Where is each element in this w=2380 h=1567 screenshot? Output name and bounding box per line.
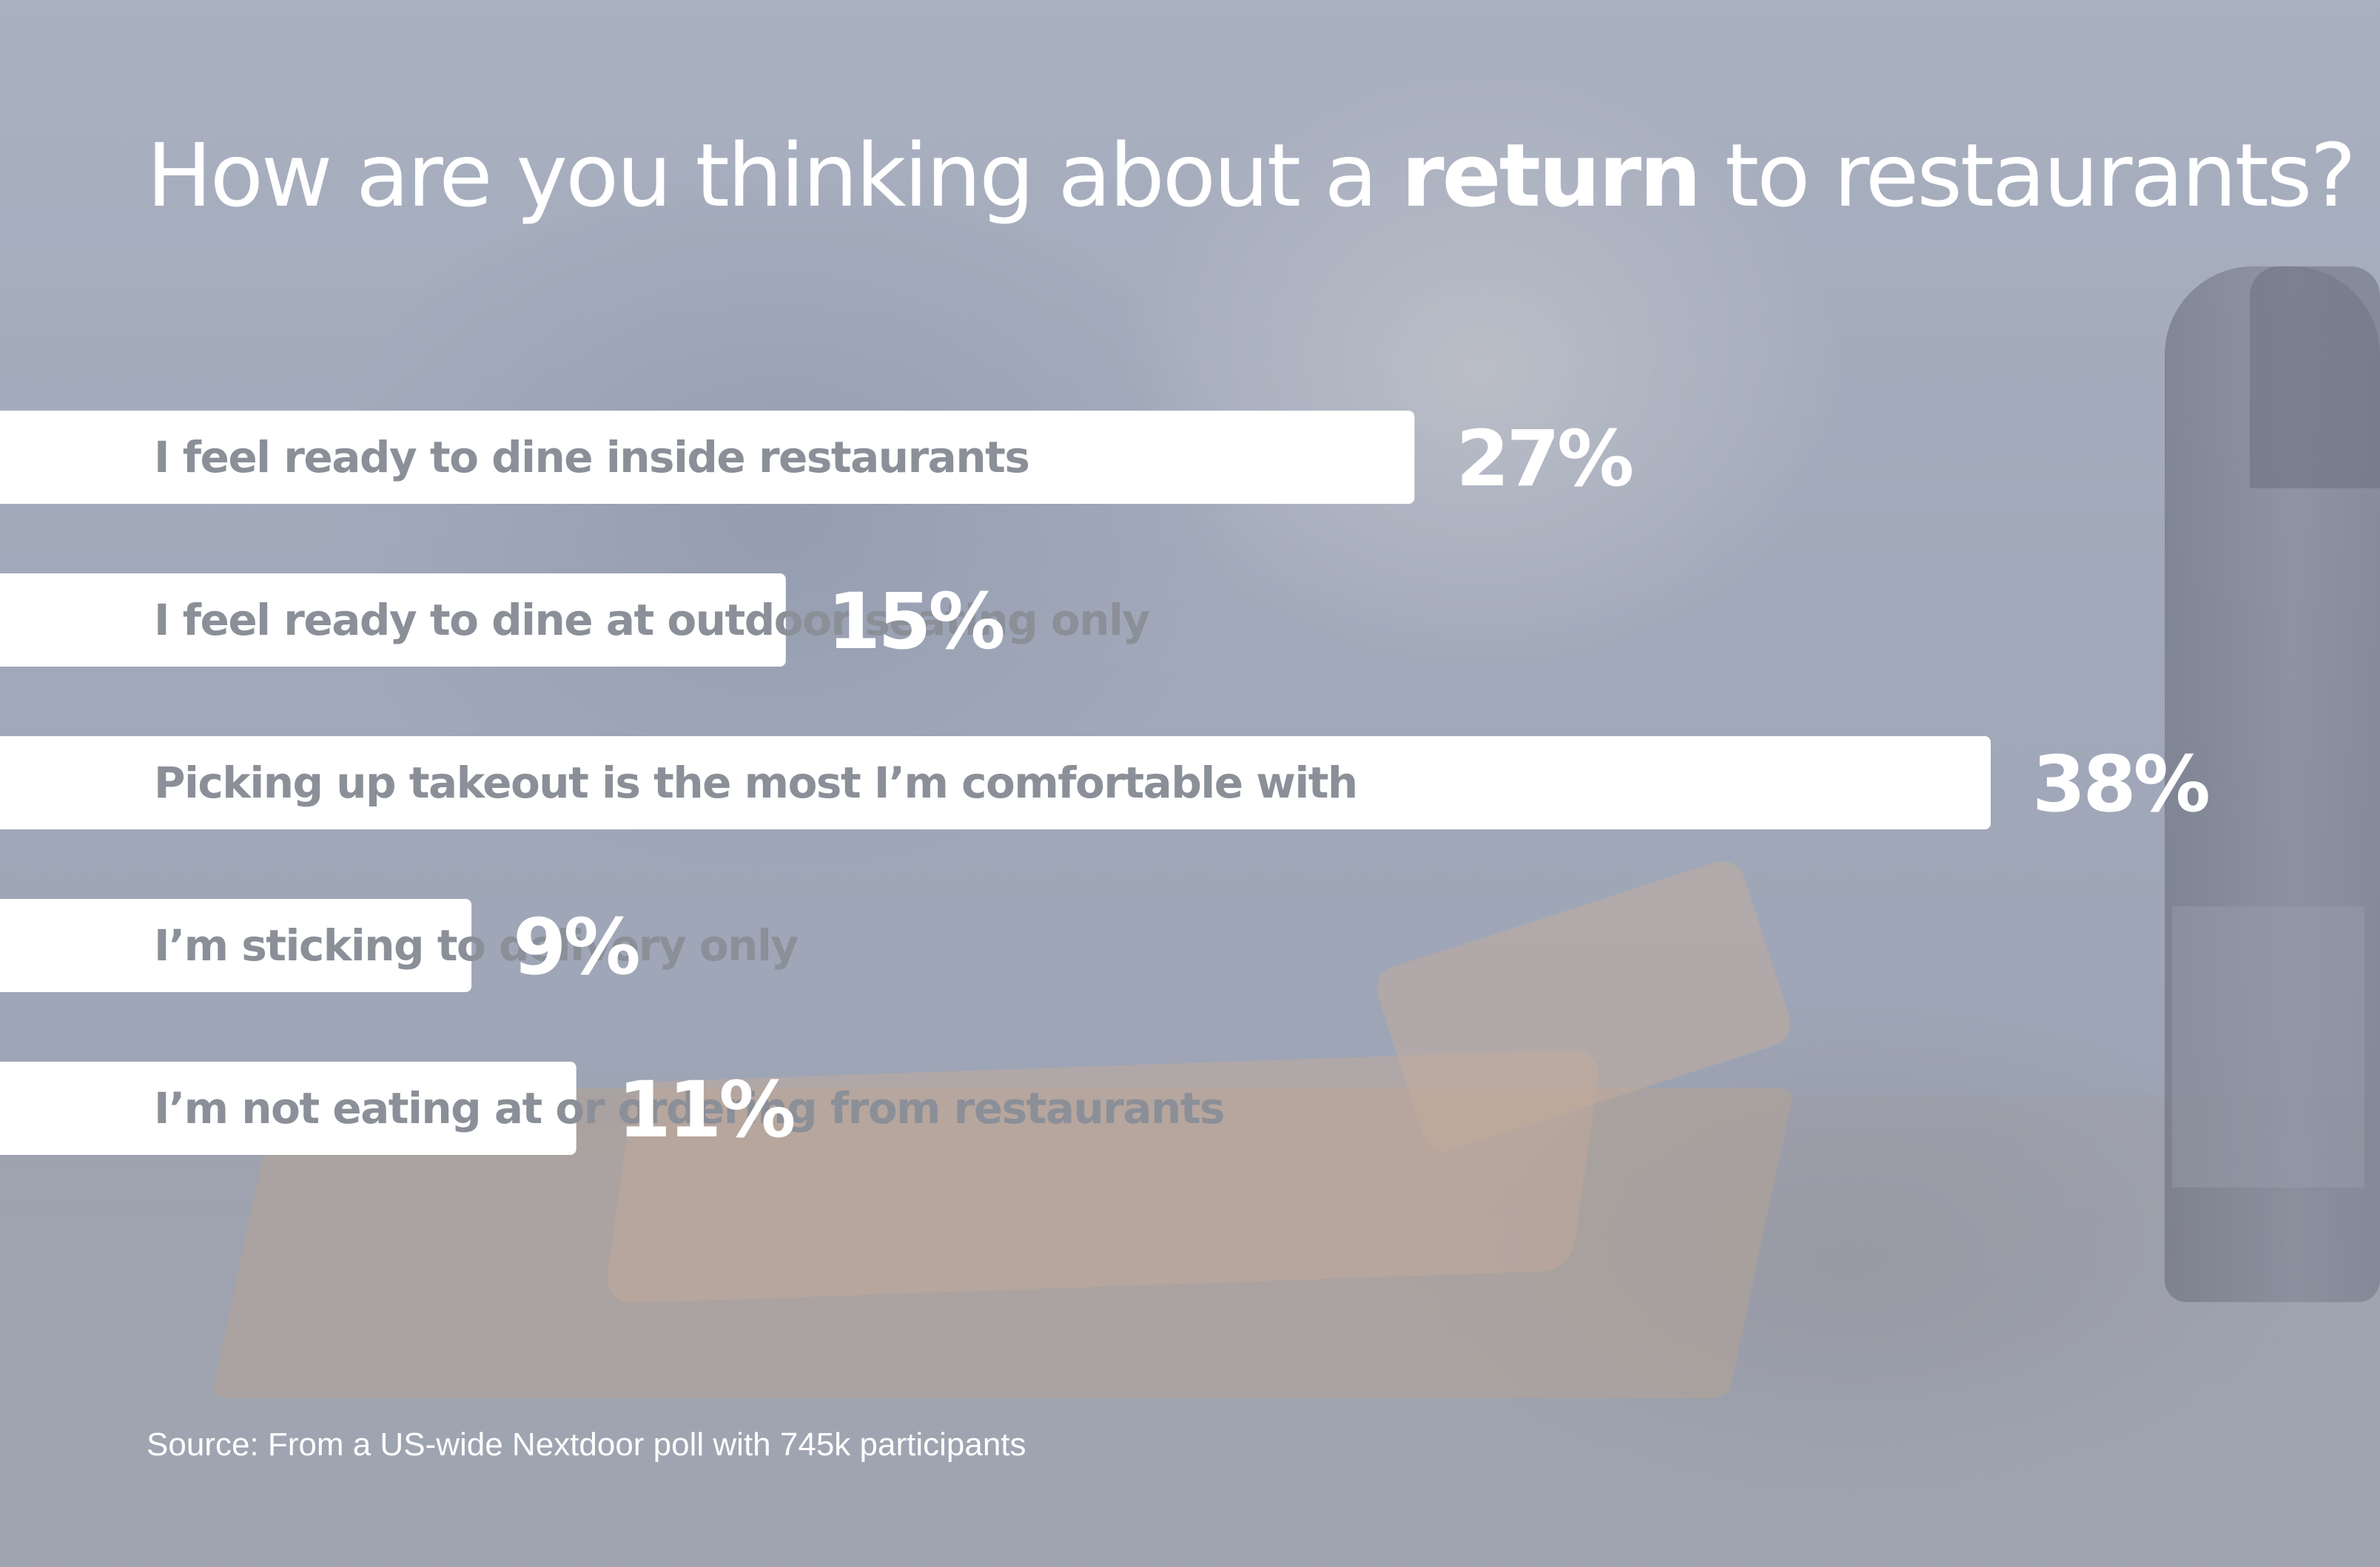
bottle-neck	[2250, 266, 2380, 488]
value-label-1: 15%	[827, 576, 1004, 667]
title-text-bold: return	[1401, 124, 1701, 226]
value-label-2: 38%	[2032, 739, 2208, 829]
title-text-before: How are you thinking about a	[147, 124, 1402, 226]
bar-2	[0, 736, 1991, 829]
category-label-2: Picking up takeout is the most I’m comfo…	[154, 758, 1357, 808]
bar-4	[0, 1062, 576, 1155]
category-label-0: I feel ready to dine inside restaurants	[154, 432, 1029, 482]
value-label-3: 9%	[513, 902, 638, 992]
value-label-4: 11%	[618, 1065, 794, 1155]
source-note: Source: From a US-wide Nextdoor poll wit…	[147, 1426, 1026, 1463]
bar-3	[0, 899, 472, 992]
title-text-after: to restaurants?	[1699, 124, 2356, 226]
category-label-3: I’m sticking to delivery only	[154, 920, 798, 971]
value-label-0: 27%	[1456, 414, 1632, 504]
bottle-label	[2172, 906, 2364, 1187]
chart-title: How are you thinking about a return to r…	[147, 124, 2356, 226]
category-label-4: I’m not eating at or ordering from resta…	[154, 1083, 1224, 1133]
bar-1	[0, 573, 786, 667]
category-label-1: I feel ready to dine at outdoor seating …	[154, 595, 1149, 645]
bar-0	[0, 411, 1415, 504]
